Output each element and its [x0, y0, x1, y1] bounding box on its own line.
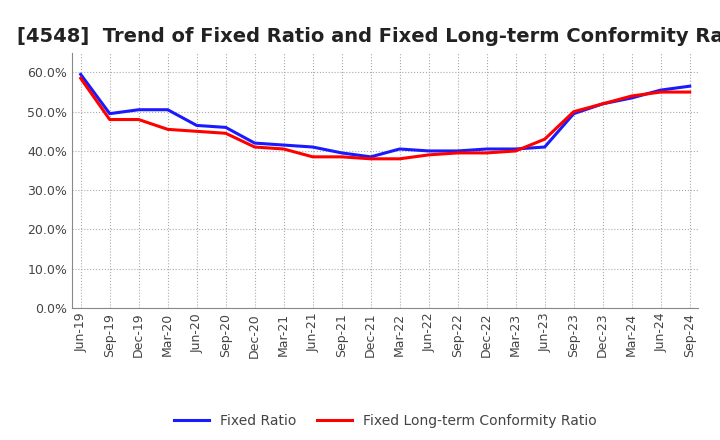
- Fixed Ratio: [627, 95, 636, 101]
- Fixed Ratio: [395, 147, 404, 152]
- Fixed Long-term Conformity Ratio: [338, 154, 346, 159]
- Fixed Long-term Conformity Ratio: [541, 136, 549, 142]
- Fixed Long-term Conformity Ratio: [657, 89, 665, 95]
- Fixed Ratio: [251, 140, 259, 146]
- Fixed Long-term Conformity Ratio: [511, 148, 520, 154]
- Fixed Ratio: [308, 144, 317, 150]
- Fixed Long-term Conformity Ratio: [251, 144, 259, 150]
- Fixed Ratio: [657, 88, 665, 93]
- Fixed Ratio: [541, 144, 549, 150]
- Fixed Long-term Conformity Ratio: [395, 156, 404, 161]
- Fixed Ratio: [105, 111, 114, 116]
- Fixed Long-term Conformity Ratio: [192, 128, 201, 134]
- Fixed Long-term Conformity Ratio: [685, 89, 694, 95]
- Line: Fixed Long-term Conformity Ratio: Fixed Long-term Conformity Ratio: [81, 78, 690, 159]
- Fixed Long-term Conformity Ratio: [221, 131, 230, 136]
- Fixed Long-term Conformity Ratio: [105, 117, 114, 122]
- Fixed Long-term Conformity Ratio: [279, 147, 288, 152]
- Fixed Ratio: [482, 147, 491, 152]
- Fixed Ratio: [135, 107, 143, 112]
- Fixed Ratio: [76, 72, 85, 77]
- Fixed Ratio: [163, 107, 172, 112]
- Fixed Ratio: [511, 147, 520, 152]
- Fixed Long-term Conformity Ratio: [163, 127, 172, 132]
- Fixed Long-term Conformity Ratio: [482, 150, 491, 156]
- Fixed Ratio: [221, 125, 230, 130]
- Fixed Ratio: [424, 148, 433, 154]
- Fixed Long-term Conformity Ratio: [570, 109, 578, 114]
- Fixed Long-term Conformity Ratio: [76, 76, 85, 81]
- Fixed Long-term Conformity Ratio: [598, 101, 607, 106]
- Fixed Ratio: [570, 111, 578, 116]
- Fixed Long-term Conformity Ratio: [627, 93, 636, 99]
- Fixed Ratio: [366, 154, 375, 159]
- Fixed Ratio: [279, 143, 288, 148]
- Title: [4548]  Trend of Fixed Ratio and Fixed Long-term Conformity Ratio: [4548] Trend of Fixed Ratio and Fixed Lo…: [17, 27, 720, 46]
- Fixed Long-term Conformity Ratio: [424, 152, 433, 158]
- Fixed Ratio: [598, 101, 607, 106]
- Fixed Long-term Conformity Ratio: [454, 150, 462, 156]
- Fixed Ratio: [685, 84, 694, 89]
- Fixed Long-term Conformity Ratio: [135, 117, 143, 122]
- Fixed Ratio: [192, 123, 201, 128]
- Fixed Long-term Conformity Ratio: [366, 156, 375, 161]
- Fixed Ratio: [338, 150, 346, 156]
- Legend: Fixed Ratio, Fixed Long-term Conformity Ratio: Fixed Ratio, Fixed Long-term Conformity …: [168, 409, 602, 434]
- Fixed Long-term Conformity Ratio: [308, 154, 317, 159]
- Line: Fixed Ratio: Fixed Ratio: [81, 74, 690, 157]
- Fixed Ratio: [454, 148, 462, 154]
